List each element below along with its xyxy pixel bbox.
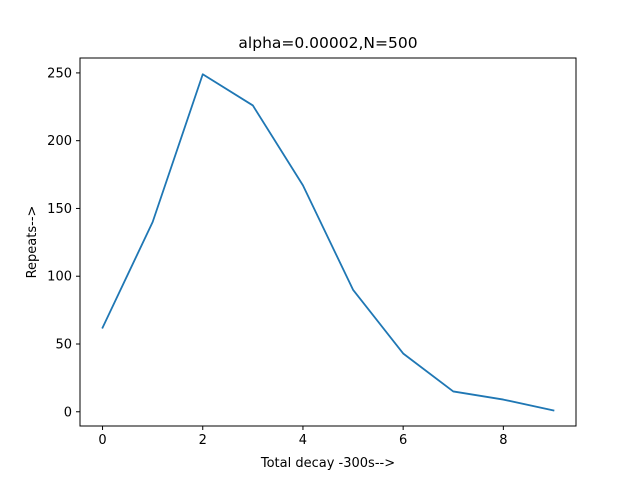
x-tick-label: 4 <box>299 433 307 448</box>
y-tick-label: 100 <box>47 270 72 285</box>
y-tick-label: 200 <box>47 134 72 149</box>
y-tick-label: 50 <box>55 337 72 352</box>
x-axis-label: Total decay -300s--> <box>260 456 395 471</box>
y-tick-label: 150 <box>47 202 72 217</box>
x-tick-label: 8 <box>499 433 507 448</box>
y-axis-label: Repeats--> <box>25 206 40 279</box>
y-tick-label: 250 <box>47 66 72 81</box>
x-tick-label: 2 <box>199 433 207 448</box>
x-tick-label: 6 <box>399 433 407 448</box>
x-tick-label: 0 <box>98 433 106 448</box>
y-tick-label: 0 <box>64 405 72 420</box>
chart-title: alpha=0.00002,N=500 <box>238 34 417 52</box>
